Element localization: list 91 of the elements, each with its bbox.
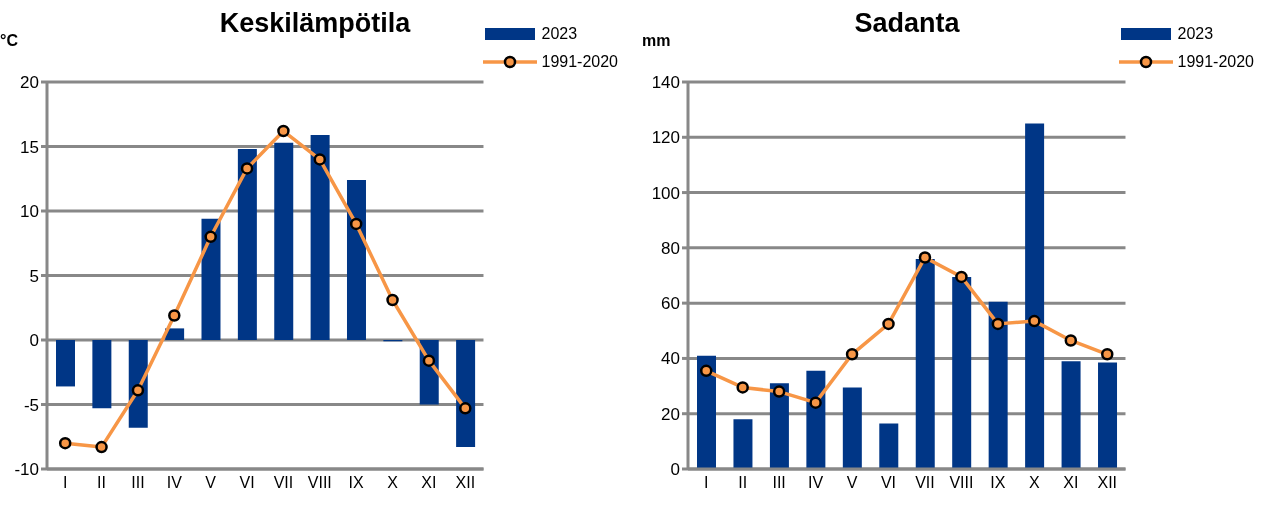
- bar: [201, 218, 221, 340]
- bar: [1061, 361, 1081, 469]
- x-tick-label: XII: [455, 474, 476, 492]
- x-tick-label: VI: [239, 474, 255, 492]
- x-tick-label: VIII: [949, 474, 974, 492]
- x-tick-label: II: [97, 474, 107, 492]
- y-axis-title: °C: [0, 32, 18, 50]
- chart-title: Keskilämpötila: [218, 8, 412, 39]
- y-tick-label: 10: [20, 202, 39, 222]
- bar: [456, 340, 476, 448]
- x-tick-label: IV: [166, 474, 183, 492]
- bar: [915, 258, 935, 469]
- y-tick-label: 15: [20, 137, 39, 157]
- point: [1101, 348, 1114, 361]
- chart-title: Sadanta: [853, 8, 961, 39]
- y-axis-title: mm: [642, 32, 671, 50]
- point: [918, 251, 932, 264]
- x-tick-label: I: [704, 474, 709, 492]
- point: [1064, 334, 1078, 347]
- point: [95, 440, 108, 454]
- x-tick-label: X: [1029, 474, 1041, 492]
- x-tick-label: VII: [915, 474, 935, 492]
- bar: [988, 301, 1008, 469]
- point: [882, 317, 895, 331]
- point: [845, 348, 859, 361]
- x-tick-label: VIII: [307, 474, 332, 492]
- x-tick-label: X: [387, 474, 399, 492]
- y-tick-label: -5: [23, 395, 39, 415]
- x-tick-label: VI: [880, 474, 897, 492]
- bar: [697, 355, 716, 469]
- y-tick-label: 20: [20, 73, 39, 93]
- point: [459, 402, 472, 415]
- y-tick-label: -10: [14, 460, 39, 480]
- x-tick-label: XI: [421, 474, 437, 492]
- bar: [842, 387, 862, 469]
- bar: [769, 383, 789, 469]
- legend-label: 2023: [1177, 25, 1214, 43]
- point: [349, 217, 363, 231]
- bar: [274, 142, 294, 340]
- x-tick-label: II: [738, 474, 748, 492]
- point: [168, 309, 181, 322]
- point: [736, 381, 749, 394]
- y-tick-label: 20: [661, 404, 680, 424]
- bar: [92, 340, 112, 409]
- bar: [806, 370, 826, 469]
- bar: [879, 423, 899, 469]
- x-tick-label: IX: [348, 474, 365, 492]
- x-tick-label: V: [205, 474, 217, 492]
- bar: [310, 134, 330, 340]
- y-tick-label: 0: [29, 331, 39, 351]
- legend-label: 1991-2020: [541, 53, 618, 71]
- x-tick-label: V: [846, 474, 858, 492]
- y-tick-label: 0: [670, 460, 680, 480]
- x-tick-label: I: [62, 474, 68, 492]
- point: [58, 436, 72, 450]
- y-tick-label: 120: [651, 128, 680, 148]
- y-tick-label: 5: [29, 266, 39, 286]
- x-tick-label: III: [131, 474, 145, 492]
- y-tick-label: 40: [661, 349, 680, 369]
- bar: [1098, 362, 1118, 469]
- point: [240, 162, 254, 175]
- legend-label: 2023: [541, 25, 578, 43]
- point: [1028, 314, 1041, 328]
- legend-label: 1991-2020: [1177, 53, 1254, 71]
- point: [277, 124, 290, 138]
- x-tick-label: III: [772, 474, 786, 492]
- x-tick-label: IV: [808, 474, 824, 492]
- bar: [1025, 123, 1045, 469]
- point: [386, 293, 399, 307]
- x-tick-label: XI: [1063, 474, 1079, 492]
- bar: [346, 180, 366, 340]
- x-tick-label: IX: [990, 474, 1006, 492]
- point: [772, 385, 786, 398]
- point: [991, 317, 1005, 331]
- point: [313, 153, 327, 166]
- y-tick-label: 100: [651, 183, 680, 203]
- y-tick-label: 80: [661, 238, 680, 258]
- x-tick-label: VII: [273, 474, 294, 492]
- bar: [733, 419, 753, 469]
- point: [204, 230, 217, 244]
- point: [422, 354, 436, 367]
- x-tick-label: XII: [1097, 474, 1118, 492]
- y-tick-label: 60: [661, 294, 680, 314]
- bar: [56, 340, 75, 387]
- point: [809, 396, 822, 409]
- bar: [952, 276, 972, 469]
- point: [699, 364, 713, 378]
- point: [955, 270, 968, 284]
- point: [131, 384, 145, 397]
- bar: [237, 149, 257, 340]
- y-tick-label: 140: [651, 73, 680, 93]
